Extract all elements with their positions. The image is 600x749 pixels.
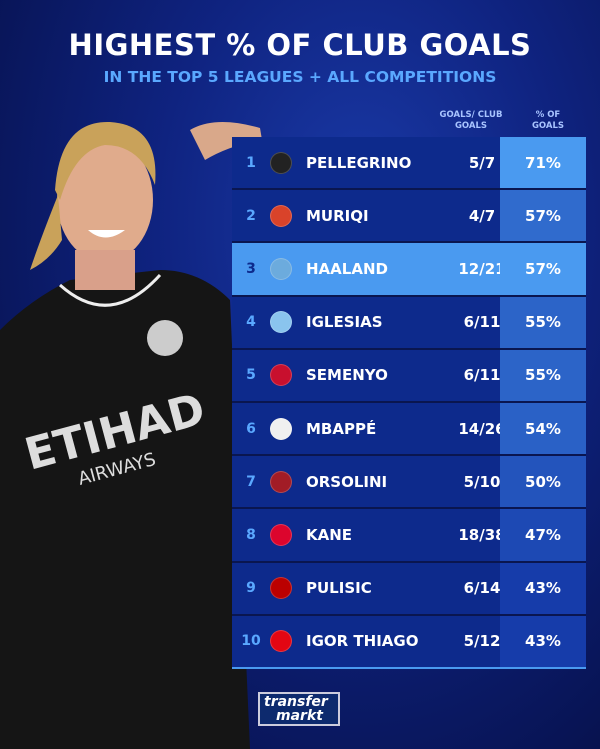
- rank: 8: [246, 526, 256, 543]
- goal-percentage: 47%: [500, 509, 586, 561]
- rank: 4: [246, 314, 256, 331]
- goals-ratio: 5/12: [463, 632, 501, 651]
- parma-crest-icon: [270, 151, 292, 174]
- milan-crest-icon: [270, 577, 292, 600]
- goal-percentage: 57%: [500, 190, 586, 242]
- rank: 2: [246, 207, 256, 224]
- table-row: 6 MBAPPÉ 14/26 54%: [232, 402, 586, 457]
- table-row: 5 SEMENYO 6/11 55%: [232, 349, 586, 403]
- goal-percentage: 43%: [500, 615, 586, 667]
- table-row: 10 IGOR THIAGO 5/12 43%: [232, 615, 586, 669]
- ranking-table: 1 PELLEGRINO 5/7 71% 2 MURIQI 4/7 57% 3 HA…: [232, 137, 586, 669]
- player-photo: ETIHAD AIRWAYS: [0, 121, 262, 749]
- rank: 5: [246, 367, 256, 384]
- table-row: 3 HAALAND 12/21 57%: [232, 243, 586, 297]
- goal-percentage: 54%: [500, 402, 586, 455]
- celta-crest-icon: [270, 311, 292, 334]
- man-city-crest-icon: [270, 257, 292, 280]
- rank: 3: [246, 260, 256, 277]
- goals-ratio: 18/38: [458, 525, 506, 544]
- real-madrid-crest-icon: [270, 417, 292, 440]
- rank: 6: [246, 420, 256, 437]
- player-name: KANE: [306, 525, 353, 544]
- table-row: 4 IGLESIAS 6/11 55%: [232, 296, 586, 350]
- bayern-crest-icon: [270, 523, 292, 546]
- page-subtitle: IN THE TOP 5 LEAGUES + ALL COMPETITIONS: [103, 68, 497, 86]
- rank: 1: [246, 154, 256, 171]
- goal-percentage: 55%: [500, 296, 586, 348]
- table-row: 2 MURIQI 4/7 57%: [232, 190, 586, 244]
- goal-percentage: 55%: [500, 349, 586, 401]
- player-name: PULISIC: [306, 579, 372, 598]
- table-row: 8 KANE 18/38 47%: [232, 509, 586, 563]
- player-name: MURIQI: [306, 206, 369, 225]
- table-row: 1 PELLEGRINO 5/7 71%: [232, 137, 586, 191]
- table-row: 7 ORSOLINI 5/10 50%: [232, 456, 586, 510]
- goals-ratio: 12/21: [458, 259, 506, 278]
- player-name: IGOR THIAGO: [306, 632, 419, 651]
- player-name: MBAPPÉ: [306, 419, 377, 438]
- column-header-goals: GOALS/ CLUB GOALS: [439, 110, 503, 131]
- goals-ratio: 6/11: [463, 366, 501, 385]
- goals-ratio: 4/7: [468, 206, 496, 225]
- player-name: PELLEGRINO: [306, 153, 412, 172]
- goal-percentage: 50%: [500, 456, 586, 508]
- rank: 10: [241, 633, 261, 650]
- transfermarkt-logo: transfer markt: [258, 692, 340, 726]
- mallorca-crest-icon: [270, 204, 292, 227]
- goal-percentage: 71%: [500, 137, 586, 189]
- rank: 7: [246, 473, 256, 490]
- goals-ratio: 6/14: [463, 579, 501, 598]
- goals-ratio: 6/11: [463, 313, 501, 332]
- table-bottom-line: [232, 667, 586, 669]
- player-name: IGLESIAS: [306, 313, 383, 332]
- player-name: HAALAND: [306, 259, 388, 278]
- goal-percentage: 57%: [500, 243, 586, 295]
- goals-ratio: 14/26: [458, 419, 506, 438]
- table-row: 9 PULISIC 6/14 43%: [232, 562, 586, 616]
- bournemouth-crest-icon: [270, 364, 292, 387]
- column-header-pct: % OF GOALS: [531, 110, 565, 131]
- player-name: ORSOLINI: [306, 472, 388, 491]
- goals-ratio: 5/10: [463, 472, 501, 491]
- goals-ratio: 5/7: [468, 153, 496, 172]
- player-name: SEMENYO: [306, 366, 388, 385]
- brentford-crest-icon: [270, 630, 292, 653]
- rank: 9: [246, 580, 256, 597]
- page-title: HIGHEST % OF CLUB GOALS: [68, 28, 532, 62]
- bologna-crest-icon: [270, 470, 292, 493]
- goal-percentage: 43%: [500, 562, 586, 614]
